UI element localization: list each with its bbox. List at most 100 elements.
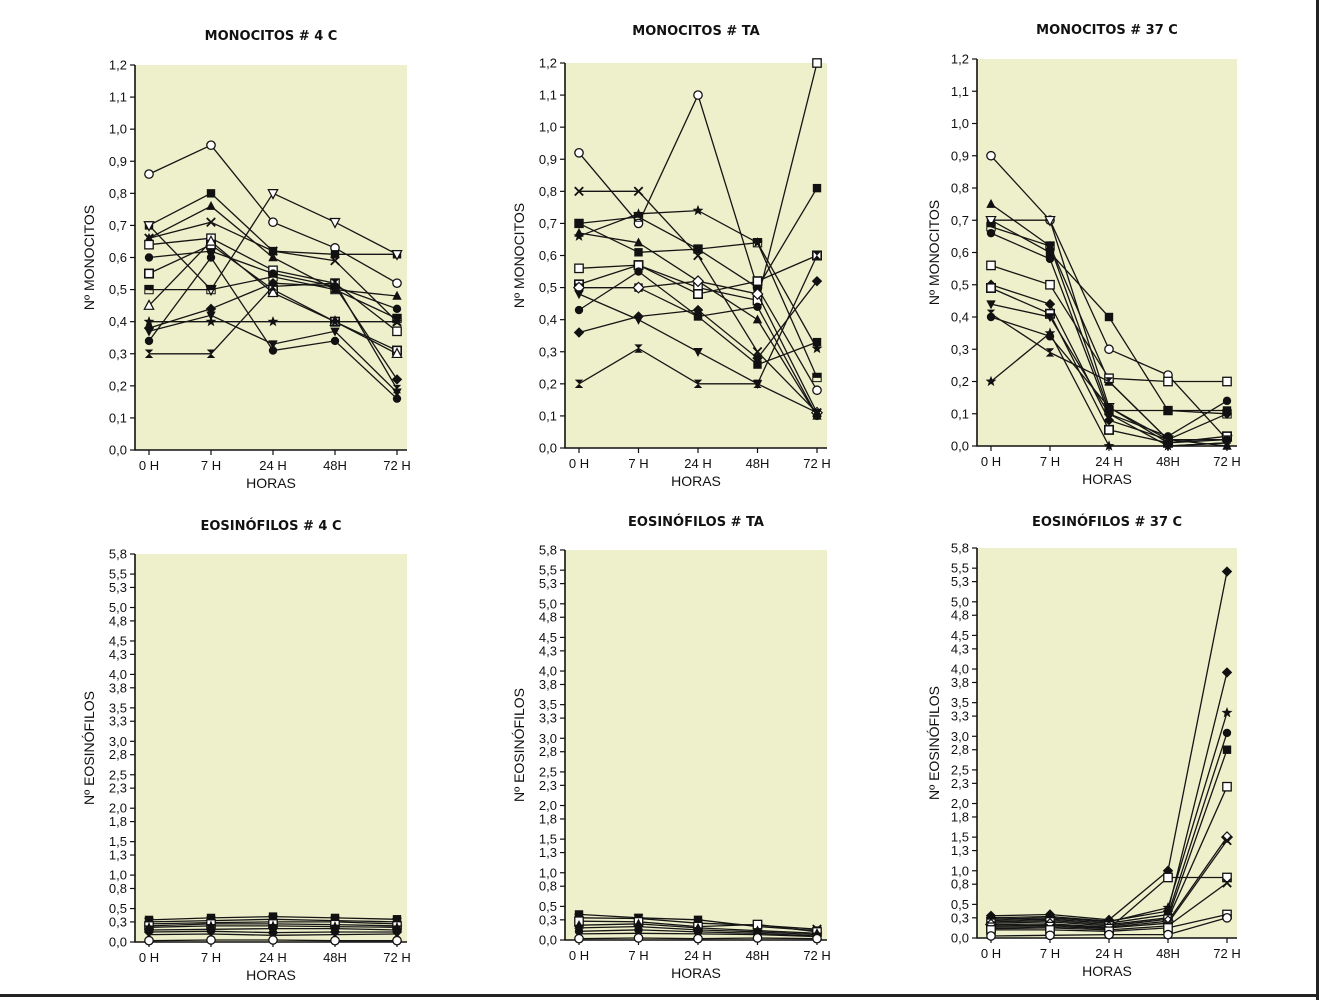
y-tick-label: 3,0 bbox=[951, 729, 969, 744]
y-tick-label: 0,1 bbox=[951, 406, 969, 421]
y-tick-label: 0,5 bbox=[951, 277, 969, 292]
y-tick-label: 0,2 bbox=[539, 376, 557, 391]
data-point-square-filled bbox=[268, 912, 278, 921]
data-point-triangle-down-filled bbox=[330, 327, 340, 337]
data-point-x bbox=[268, 246, 278, 256]
data-point-circle-open bbox=[144, 935, 154, 946]
data-point-circle-open bbox=[1104, 929, 1114, 940]
data-point-square-open bbox=[986, 260, 996, 271]
data-point-triangle-down-open bbox=[985, 215, 997, 227]
y-tick-label: 1,1 bbox=[951, 84, 969, 99]
x-tick-label: 0 H bbox=[139, 950, 159, 965]
data-point-diamond-filled bbox=[573, 327, 585, 338]
y-tick-label: 2,5 bbox=[109, 767, 127, 782]
y-tick-label: 0,5 bbox=[109, 901, 127, 916]
data-point-circle-filled bbox=[392, 304, 402, 314]
data-point-circle-filled bbox=[986, 228, 996, 238]
data-point-triangle-filled bbox=[206, 200, 216, 210]
y-tick-label: 5,5 bbox=[951, 561, 969, 576]
x-tick-label: 24 H bbox=[684, 456, 711, 471]
y-tick-label: 0,0 bbox=[539, 441, 557, 456]
data-point-square-filled bbox=[1104, 312, 1114, 322]
data-point-square-half bbox=[268, 272, 278, 282]
data-series bbox=[144, 140, 402, 289]
data-point-triangle-open bbox=[205, 234, 217, 246]
data-point-star bbox=[985, 375, 997, 387]
y-tick-label: 3,8 bbox=[109, 680, 127, 695]
data-point-circle-open bbox=[392, 278, 402, 289]
y-tick-label: 5,0 bbox=[539, 596, 557, 611]
chart-monocitos-ta: MONOCITOS # TA 0,0 0,1 0,2 0,3 0,4 0,5 0,6 0,7 0,… bbox=[511, 24, 831, 489]
data-point-square-half bbox=[986, 222, 996, 232]
data-point-triangle-open bbox=[143, 299, 155, 310]
y-tick-label: 1,0 bbox=[951, 863, 969, 878]
page-border-right bbox=[1316, 0, 1319, 1000]
data-point-diamond-filled bbox=[811, 275, 823, 287]
x-axis-label: HORAS bbox=[671, 473, 721, 489]
data-series bbox=[144, 253, 402, 403]
data-point-square-half bbox=[1045, 241, 1055, 251]
y-tick-label: 1,0 bbox=[951, 116, 969, 131]
y-tick-label: 0,6 bbox=[539, 248, 557, 263]
data-point-circle-open bbox=[693, 933, 703, 944]
data-point-hourglass bbox=[1104, 377, 1114, 386]
data-series bbox=[574, 933, 822, 944]
data-point-triangle-open bbox=[267, 286, 279, 298]
y-tick-label: 4,8 bbox=[951, 608, 969, 623]
data-point-star bbox=[1044, 327, 1056, 338]
y-tick-label: 0,5 bbox=[539, 280, 557, 295]
data-point-diamond-filled bbox=[205, 303, 217, 315]
x-axis-label: HORAS bbox=[1082, 963, 1132, 979]
x-axis-label: HORAS bbox=[246, 967, 296, 983]
y-tick-label: 5,0 bbox=[109, 600, 127, 615]
data-point-square-filled bbox=[1045, 248, 1055, 257]
y-tick-label: 0,1 bbox=[109, 410, 127, 425]
data-point-diamond-open bbox=[751, 287, 764, 301]
y-tick-label: 2,8 bbox=[951, 742, 969, 757]
data-point-triangle-down-open bbox=[391, 249, 403, 261]
y-tick-label: 3,0 bbox=[109, 734, 127, 749]
data-point-square-open bbox=[1222, 781, 1232, 792]
data-point-square-open bbox=[144, 239, 154, 250]
y-axis-label: Nº EOSINÓFILOS bbox=[926, 686, 942, 800]
x-tick-label: 72 H bbox=[1213, 454, 1240, 469]
x-tick-label: 48H bbox=[323, 950, 347, 965]
data-point-circle-open bbox=[986, 150, 996, 161]
data-point-square-open bbox=[1222, 376, 1232, 387]
data-point-square-filled bbox=[753, 360, 762, 369]
x-axis-label: HORAS bbox=[246, 475, 296, 491]
y-tick-label: 0,5 bbox=[539, 899, 557, 914]
y-tick-label: 3,5 bbox=[109, 700, 127, 715]
data-point-diamond-filled bbox=[1221, 408, 1233, 419]
data-point-star bbox=[391, 315, 403, 327]
data-series bbox=[573, 204, 823, 354]
chart-title: MONOCITOS # TA bbox=[632, 24, 759, 39]
y-tick-label: 0,3 bbox=[109, 346, 127, 361]
data-point-star bbox=[1162, 440, 1174, 451]
chart-eosinofilos-ta: EOSINÓFILOS # TA 0,0 0,30,5 0,81,0 1,31,5 1,8… bbox=[511, 514, 831, 981]
data-point-circle-filled bbox=[1104, 403, 1114, 412]
data-point-diamond-open bbox=[632, 281, 645, 294]
y-axis-label: Nº MONOCITOS bbox=[511, 203, 527, 308]
data-point-square-filled bbox=[574, 910, 584, 919]
y-tick-label: 2,0 bbox=[109, 801, 127, 816]
x-tick-label: 24 H bbox=[684, 948, 711, 963]
data-series bbox=[144, 935, 402, 946]
data-point-hourglass bbox=[206, 349, 216, 358]
data-point-circle-filled bbox=[1045, 254, 1055, 264]
y-tick-label: 0,3 bbox=[539, 344, 557, 359]
data-point-circle-filled bbox=[753, 302, 762, 312]
data-point-triangle-down-filled bbox=[986, 300, 996, 310]
data-point-circle-open bbox=[812, 933, 822, 944]
y-tick-label: 1,5 bbox=[109, 834, 127, 849]
y-tick-label: 0,8 bbox=[951, 181, 969, 196]
y-tick-label: 5,5 bbox=[109, 567, 127, 582]
x-tick-label: 24 H bbox=[1095, 946, 1122, 961]
chart-title: EOSINÓFILOS # 4 C bbox=[200, 518, 341, 534]
y-tick-label: 1,3 bbox=[539, 845, 557, 860]
x-tick-label: 0 H bbox=[569, 948, 589, 963]
y-tick-label: 1,2 bbox=[539, 56, 557, 71]
data-point-square-filled bbox=[574, 219, 584, 228]
x-tick-label: 24 H bbox=[259, 950, 286, 965]
y-tick-label: 0,2 bbox=[951, 374, 969, 389]
